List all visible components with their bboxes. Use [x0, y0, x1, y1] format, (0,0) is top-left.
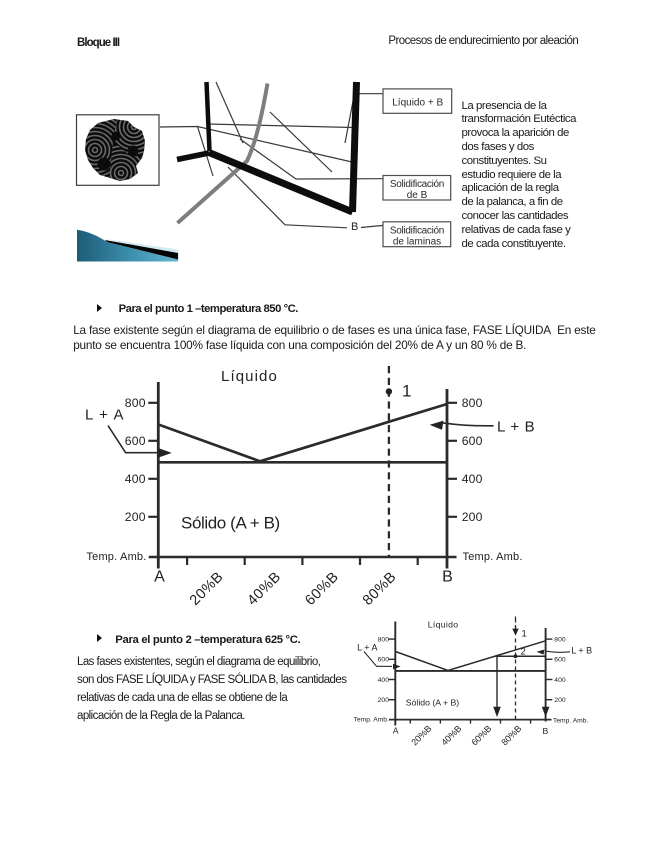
svg-text:B: B — [442, 568, 453, 585]
svg-text:Solidificación: Solidificación — [390, 179, 444, 190]
svg-text:600: 600 — [554, 657, 566, 664]
svg-text:1: 1 — [402, 382, 411, 401]
svg-text:80%B: 80%B — [499, 723, 523, 747]
svg-text:Líquido + B: Líquido + B — [392, 98, 443, 109]
svg-text:800: 800 — [125, 396, 146, 410]
svg-text:600: 600 — [462, 434, 483, 448]
svg-text:2: 2 — [521, 647, 526, 658]
svg-text:60%B: 60%B — [302, 569, 342, 609]
svg-text:Temp. Amb.: Temp. Amb. — [463, 551, 523, 563]
svg-text:L + A: L + A — [85, 407, 125, 424]
svg-text:Líquido: Líquido — [428, 619, 459, 629]
svg-text:L + B: L + B — [571, 646, 592, 656]
svg-text:A: A — [393, 726, 399, 736]
svg-text:400: 400 — [125, 472, 146, 486]
svg-text:600: 600 — [378, 657, 390, 664]
svg-text:Temp. Amb.: Temp. Amb. — [86, 551, 146, 563]
svg-text:40%B: 40%B — [439, 723, 463, 747]
svg-text:600: 600 — [125, 434, 146, 448]
svg-text:200: 200 — [125, 510, 146, 524]
svg-text:de laminas: de laminas — [393, 236, 441, 247]
svg-text:40%B: 40%B — [245, 569, 285, 609]
svg-text:L + B: L + B — [497, 419, 535, 436]
svg-text:60%B: 60%B — [469, 723, 493, 747]
svg-text:400: 400 — [554, 677, 566, 684]
svg-text:L + A: L + A — [357, 642, 377, 652]
svg-text:1: 1 — [522, 628, 527, 639]
svg-text:Sólido (A + B): Sólido (A + B) — [406, 698, 459, 708]
svg-text:200: 200 — [554, 697, 566, 704]
svg-text:Temp. Amb.: Temp. Amb. — [354, 716, 389, 723]
svg-text:800: 800 — [462, 396, 483, 410]
svg-text:Sólido (A + B): Sólido (A + B) — [181, 514, 280, 533]
svg-text:80%B: 80%B — [360, 569, 400, 609]
svg-text:800: 800 — [378, 637, 390, 644]
svg-text:Solidificación: Solidificación — [390, 226, 444, 237]
svg-text:B: B — [351, 221, 358, 233]
svg-text:400: 400 — [378, 677, 390, 684]
svg-text:A: A — [154, 568, 165, 585]
svg-text:200: 200 — [462, 510, 483, 524]
svg-text:Temp. Amb.: Temp. Amb. — [553, 718, 588, 725]
svg-text:de B: de B — [407, 190, 428, 201]
svg-text:B: B — [543, 726, 549, 736]
svg-text:200: 200 — [378, 697, 390, 704]
svg-text:20%B: 20%B — [187, 569, 227, 609]
svg-text:800: 800 — [554, 637, 566, 644]
svg-text:20%B: 20%B — [409, 723, 433, 747]
svg-text:400: 400 — [462, 472, 483, 486]
svg-text:Líquido: Líquido — [221, 368, 278, 385]
